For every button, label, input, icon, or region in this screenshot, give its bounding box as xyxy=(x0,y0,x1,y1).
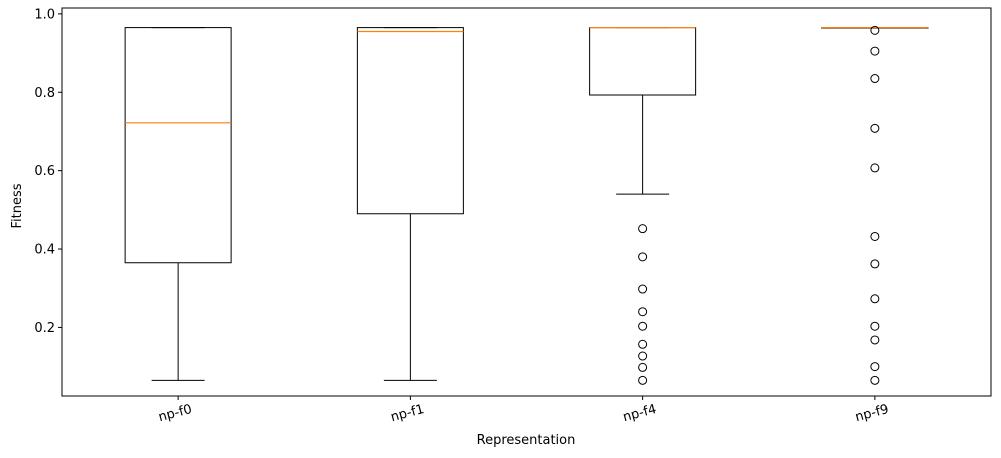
y-axis-label: Fitness xyxy=(10,183,25,228)
y-tick-label: 0.6 xyxy=(34,164,55,179)
outlier-point xyxy=(870,123,880,133)
outlier-point xyxy=(870,321,880,331)
axes-frame xyxy=(61,7,992,397)
outlier-point xyxy=(870,259,880,269)
box-np-f9 xyxy=(821,25,929,385)
y-tick-label: 0.4 xyxy=(34,243,55,258)
y-tick-label: 1.0 xyxy=(34,7,55,22)
outlier-point xyxy=(638,375,648,385)
box-np-f0 xyxy=(124,27,232,381)
outlier-point xyxy=(870,163,880,173)
outlier-point xyxy=(870,294,880,304)
x-axis-label: Representation xyxy=(477,433,576,448)
box-np-f4 xyxy=(589,26,697,385)
outlier-point xyxy=(638,307,648,317)
outlier-point xyxy=(870,25,880,35)
y-axis: 0.2 0.4 0.6 0.8 1.0 xyxy=(34,7,62,336)
outlier-point xyxy=(870,375,880,385)
outlier-point xyxy=(638,339,648,349)
plot-area xyxy=(124,25,929,385)
outlier-point xyxy=(870,74,880,84)
outlier-point xyxy=(638,321,648,331)
outlier-point xyxy=(638,252,648,262)
outlier-point xyxy=(870,335,880,345)
y-tick-label: 0.2 xyxy=(34,321,55,336)
outlier-point xyxy=(638,284,648,294)
outlier-point xyxy=(638,362,648,372)
outlier-point xyxy=(638,351,648,361)
y-tick-label: 0.8 xyxy=(34,86,55,101)
box-iqr xyxy=(124,27,232,264)
box-np-f1 xyxy=(356,27,464,381)
outlier-point xyxy=(870,362,880,372)
box-iqr xyxy=(356,27,464,215)
outlier-point xyxy=(870,231,880,241)
outlier-point xyxy=(870,46,880,56)
outlier-point xyxy=(638,224,648,234)
